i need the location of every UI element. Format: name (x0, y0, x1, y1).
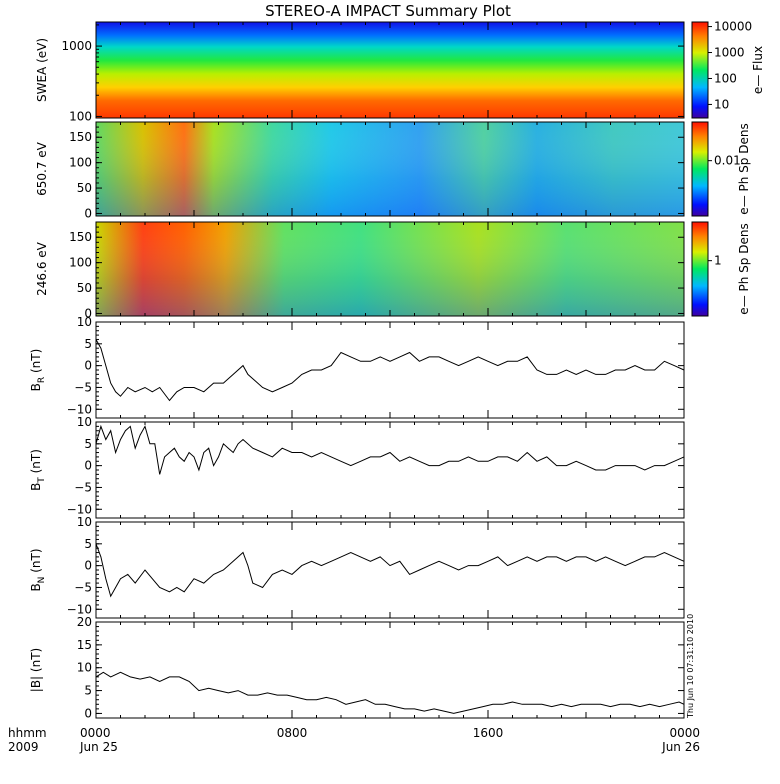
x-tick-label-time: 0800 (277, 726, 308, 740)
series-line-br (95, 339, 685, 402)
y-tick-label: −5 (74, 380, 92, 394)
heatmap-shade-pad650 (96, 122, 684, 216)
colorbar-label: e— Flux (751, 46, 765, 94)
y-tick-label: −5 (74, 480, 92, 494)
y-label-unit: (nT) (29, 548, 43, 576)
y-label-main: B (29, 583, 43, 591)
series-line-bt (95, 424, 685, 475)
y-tick-label: 50 (77, 181, 92, 195)
y-tick-label: −10 (67, 502, 92, 516)
y-tick-label: 100 (69, 156, 92, 170)
y-label-sub: R (37, 377, 47, 383)
y-tick-label: 50 (77, 281, 92, 295)
panel-pad246: 1 e— Ph Sp Dens 0 50 100 150 246.6 eV (35, 221, 751, 320)
y-tick-label: −5 (74, 580, 92, 594)
series-line-bmag (95, 671, 685, 714)
y-tick-label: 10 (77, 315, 92, 329)
y-axis-label-bmag: |B| (nT) (29, 648, 43, 692)
y-tick-label: 20 (77, 615, 92, 629)
colorbar-label: e— Ph Sp Dens (737, 223, 751, 314)
colorbar-label: e— Ph Sp Dens (737, 123, 751, 214)
colorbar-swea (691, 21, 709, 119)
panel-bmag: 0 5 10 15 20 |B| (nT) (29, 615, 685, 720)
panel-swea: 10 100 1000 10000 e— Flux 100 1000 SWEA (eV) (35, 20, 765, 124)
colorbar-pad246 (691, 221, 709, 317)
colorbar-pad650 (691, 121, 709, 217)
y-tick-label: 0 (84, 306, 92, 320)
colorbar-tick-label: 100 (714, 71, 737, 85)
x-tick-label-date: Jun 25 (79, 740, 118, 754)
panel-pad650: 0.01e— Ph Sp Dens 0 50 100 150 650.7 eV (35, 121, 751, 220)
y-axis-label-pad246: 246.6 eV (35, 241, 49, 296)
y-tick-label: 10 (77, 661, 92, 675)
y-tick-label: 100 (69, 109, 92, 123)
y-label-unit: (nT) (29, 349, 43, 377)
footer-year: 2009 (8, 740, 39, 754)
y-tick-label: −10 (67, 602, 92, 616)
y-label-sub: N (37, 577, 47, 584)
y-tick-label: 150 (69, 130, 92, 144)
y-tick-label: 1000 (61, 39, 92, 53)
heatmap-shade-pad246 (96, 222, 684, 316)
y-axis-label-pad650: 650.7 eV (35, 141, 49, 196)
panel-br: −10 −5 0 5 10 BR (nT) (29, 315, 685, 419)
series-line-bn (95, 543, 685, 598)
y-label-unit: (nT) (29, 449, 43, 477)
y-tick-label: 5 (84, 337, 92, 351)
y-axis-label-bn: BN (nT) (29, 548, 47, 591)
y-tick-label: 5 (84, 537, 92, 551)
y-tick-label: 0 (84, 359, 92, 373)
y-tick-label: 100 (69, 256, 92, 270)
y-tick-label: 15 (77, 638, 92, 652)
y-tick-label: 0 (84, 459, 92, 473)
panel-frame (95, 521, 685, 619)
y-tick-label: −10 (67, 402, 92, 416)
panel-frame (95, 321, 685, 419)
y-axis-label-br: BR (nT) (29, 349, 47, 392)
colorbar-tick-label: 0.01 (714, 154, 741, 168)
x-tick-label-time: 1600 (473, 726, 504, 740)
colorbar-tick-label: 10 (714, 97, 729, 111)
y-tick-label: 5 (84, 684, 92, 698)
y-tick-label: 0 (84, 559, 92, 573)
plot-title: STEREO-A IMPACT Summary Plot (265, 2, 511, 20)
y-tick-label: 10 (77, 415, 92, 429)
y-tick-label: 150 (69, 230, 92, 244)
y-tick-label: 0 (84, 706, 92, 720)
colorbar-tick-label: 1000 (714, 46, 745, 60)
y-axis-label-bt: BT (nT) (29, 449, 47, 491)
colorbar-tick-label: 10000 (714, 20, 752, 34)
panel-bt: −10 −5 0 5 10 BT (nT) (29, 415, 685, 519)
x-tick-label-date: Jun 26 (661, 740, 700, 754)
footer-hhmm: hhmm (8, 726, 47, 740)
panel-frame (95, 621, 685, 719)
y-label-main: B (29, 483, 43, 491)
y-tick-label: 5 (84, 437, 92, 451)
y-tick-label: 0 (84, 206, 92, 220)
y-label-main: B (29, 383, 43, 391)
y-tick-label: 10 (77, 515, 92, 529)
y-axis-label-swea: SWEA (eV) (35, 38, 49, 102)
y-label-sub: T (37, 477, 47, 484)
panel-bn: −10 −5 0 5 10 BN (nT) (29, 515, 685, 619)
x-tick-label-time: 0000 (669, 726, 700, 740)
x-tick-label-time: 0000 (80, 726, 111, 740)
timestamp-stamp: Thu Jun 10 07:31:10 2010 (686, 614, 695, 719)
colorbar-tick-label: 1 (714, 254, 722, 268)
heatmap-swea (96, 22, 684, 118)
